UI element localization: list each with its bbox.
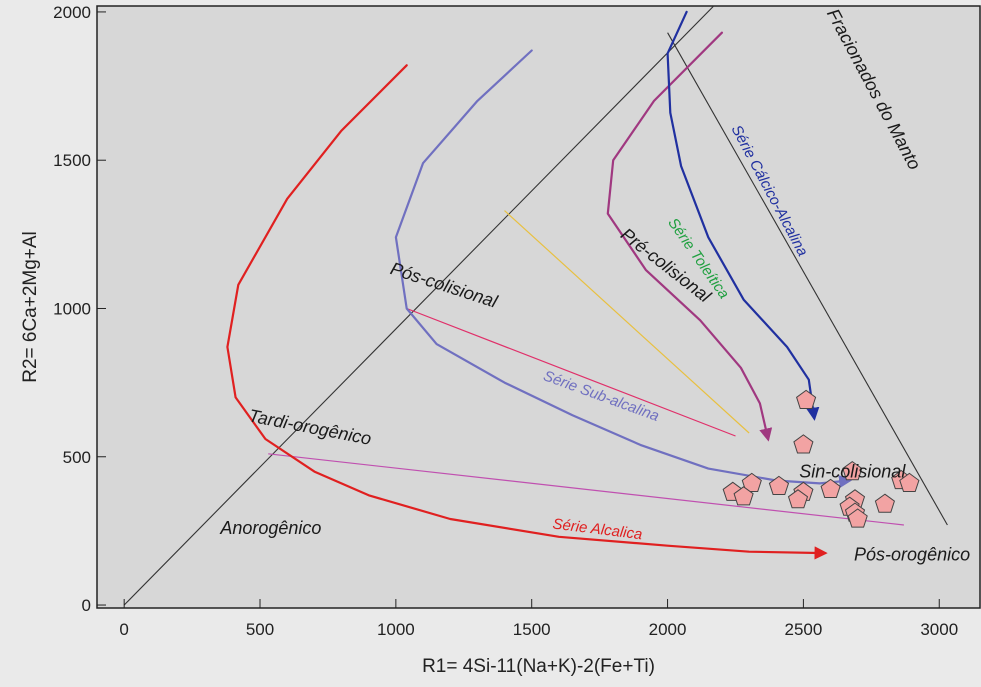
y-tick-label: 2000 xyxy=(53,3,91,22)
plot-area xyxy=(96,5,981,609)
y-tick-label: 500 xyxy=(63,448,91,467)
sample-point xyxy=(847,508,868,528)
x-tick-label: 2500 xyxy=(784,620,822,639)
y-axis-title: R2= 6Ca+2Mg+Al xyxy=(20,231,41,383)
y-tick-label: 1500 xyxy=(53,151,91,170)
tie-line-2 xyxy=(504,210,750,434)
sample-point xyxy=(842,460,863,481)
tie-line-3 xyxy=(268,453,904,526)
field-label: Pós-orogênico xyxy=(854,545,970,565)
field-label: Sin-colisional xyxy=(799,462,906,482)
x-tick-label: 0 xyxy=(119,620,128,639)
sample-point xyxy=(874,493,895,513)
tie-line-1 xyxy=(406,307,736,437)
sample-point xyxy=(793,434,814,454)
field-label: Anorogênico xyxy=(219,518,321,538)
axes: 0 500 1000 1500 2000 2500 3000 0 500 1000 1500 2000 xyxy=(53,3,958,639)
sample-point xyxy=(733,486,754,506)
field-boundaries xyxy=(123,5,948,606)
x-tick-label: 1500 xyxy=(513,620,551,639)
series-curve-4 xyxy=(666,10,820,421)
series-curve-3 xyxy=(606,31,773,442)
sample-point xyxy=(820,478,841,498)
sample-point xyxy=(741,472,762,492)
sample-point xyxy=(787,489,809,509)
tie-lines xyxy=(268,210,904,526)
x-axis-title: R1= 4Si-11(Na+K)-2(Fe+Ti) xyxy=(422,656,655,677)
y-tick-label: 0 xyxy=(82,596,91,615)
series-curve-1 xyxy=(226,64,828,560)
boundary-line-1 xyxy=(123,5,715,606)
x-tick-label: 1000 xyxy=(377,620,415,639)
sample-point xyxy=(796,389,817,409)
boundary-line-2 xyxy=(667,32,948,526)
sample-points xyxy=(722,389,920,528)
sample-point xyxy=(768,475,790,495)
y-tick-label: 1000 xyxy=(53,299,91,318)
sample-point xyxy=(899,472,920,492)
x-tick-label: 3000 xyxy=(920,620,958,639)
x-tick-label: 500 xyxy=(246,620,274,639)
x-tick-label: 2000 xyxy=(649,620,687,639)
